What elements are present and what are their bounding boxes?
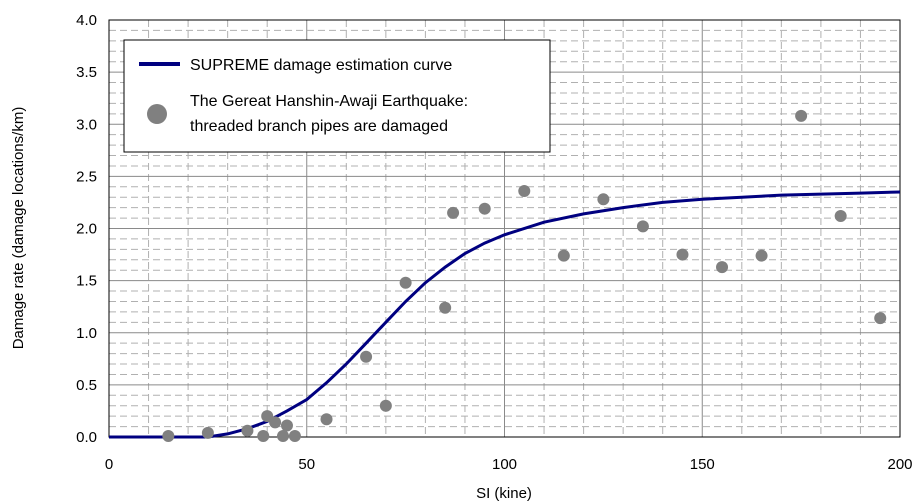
data-point (478, 202, 491, 215)
data-point (162, 429, 175, 442)
plot-area-frame (108, 19, 901, 438)
data-point (676, 248, 689, 261)
data-point (439, 301, 452, 314)
y-tick-label: 3.5 (76, 64, 97, 81)
x-tick-label: 0 (105, 456, 113, 473)
scatter-points (162, 109, 887, 442)
y-tick-label: 0.5 (76, 377, 97, 394)
x-tick-label: 150 (690, 456, 715, 473)
legend-point-label-line1: The Gereat Hanshin-Awaji Earthquake: (190, 93, 468, 110)
x-axis-tick-labels: 0 50 100 150 200 (105, 456, 913, 473)
x-tick-label: 50 (298, 456, 315, 473)
legend: SUPREME damage estimation curve The Gere… (123, 39, 551, 153)
data-point (379, 399, 392, 412)
data-point (277, 429, 290, 442)
x-tick-label: 100 (492, 456, 517, 473)
y-tick-label: 2.0 (76, 221, 97, 238)
y-tick-label: 2.5 (76, 168, 97, 185)
data-point (795, 109, 808, 122)
y-tick-label: 1.5 (76, 273, 97, 290)
data-point (288, 429, 301, 442)
legend-box (123, 39, 551, 153)
y-axis-title: Damage rate (damage locations/km) (10, 107, 27, 350)
y-axis-tick-labels: 0.0 0.5 1.0 1.5 2.0 2.5 3.0 3.5 4.0 (76, 12, 97, 446)
data-point (834, 209, 847, 222)
data-point (201, 426, 214, 439)
data-point (280, 419, 293, 432)
y-tick-label: 3.0 (76, 116, 97, 133)
y-tick-label: 4.0 (76, 12, 97, 29)
data-point (557, 249, 570, 262)
x-axis-title: SI (kine) (476, 485, 532, 502)
data-point (269, 416, 282, 429)
y-tick-label: 1.0 (76, 325, 97, 342)
data-point (518, 184, 531, 197)
data-point (447, 206, 460, 219)
y-tick-label: 0.0 (76, 429, 97, 446)
data-point (597, 193, 610, 206)
data-point (874, 312, 887, 325)
data-point (320, 413, 333, 426)
data-point (636, 220, 649, 233)
data-point (241, 424, 254, 437)
legend-point-label-line2: threaded branch pipes are damaged (190, 118, 448, 135)
legend-line-label: SUPREME damage estimation curve (190, 57, 452, 74)
data-point (257, 429, 270, 442)
legend-point-swatch (147, 104, 167, 124)
data-point (755, 249, 768, 262)
data-point (716, 261, 729, 274)
data-point (360, 350, 373, 363)
data-point (399, 276, 412, 289)
x-tick-label: 200 (887, 456, 912, 473)
